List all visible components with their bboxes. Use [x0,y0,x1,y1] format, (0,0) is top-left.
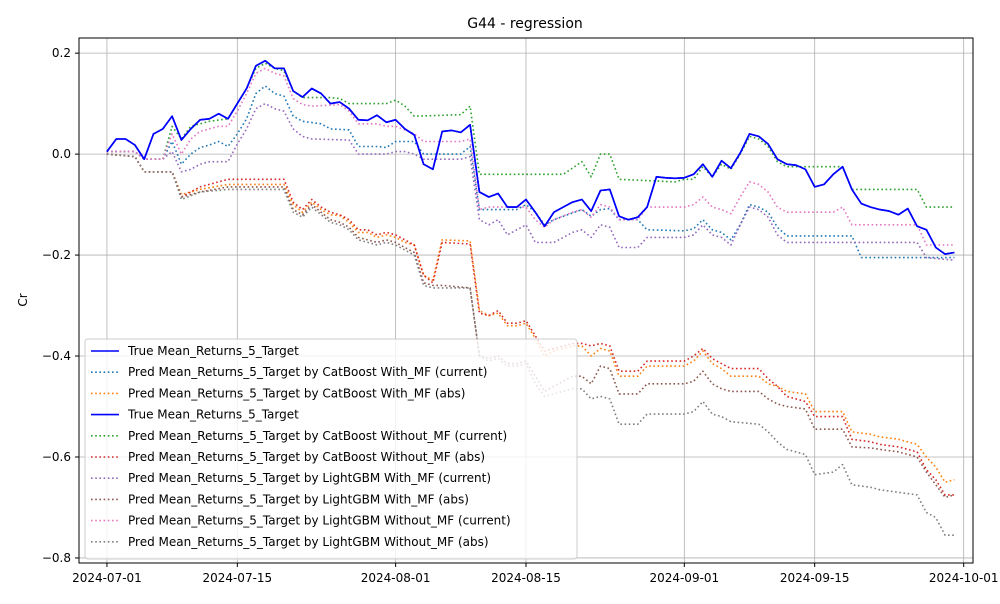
y-axis-label: Cr [16,293,30,306]
x-tick-label: 2024-08-01 [361,571,431,585]
legend-label: Pred Mean_Returns_5_Target by CatBoost W… [128,450,485,464]
chart-title: G44 - regression [467,16,583,32]
series-line-8 [106,153,955,499]
y-tick-label: −0.4 [42,349,71,363]
y-tick-label: −0.6 [42,450,71,464]
series-lines [106,59,955,537]
legend-box [84,338,578,560]
legend-label: Pred Mean_Returns_5_Target by LightGBM W… [128,535,489,549]
legend-label: Pred Mean_Returns_5_Target by LightGBM W… [128,514,511,528]
y-tick-label: −0.8 [42,551,71,565]
axis-ticks: 2024-07-01 2024-07-15 2024-08-01 2024-08-15… [42,46,999,585]
x-tick-label: 2024-07-01 [72,571,142,585]
legend-label: True Mean_Returns_5_Target [127,344,299,358]
x-tick-label: 2024-09-15 [780,571,850,585]
legend-label: True Mean_Returns_5_Target [127,408,299,422]
series-line-10 [106,153,955,537]
y-tick-label: −0.2 [42,248,71,262]
series-line-4 [106,59,955,255]
legend-label: Pred Mean_Returns_5_Target by LightGBM W… [128,492,469,506]
y-tick-label: 0.0 [52,147,71,161]
x-tick-label: 2024-07-15 [202,571,272,585]
x-tick-label: 2024-08-15 [491,571,561,585]
y-tick-label: 0.2 [52,46,71,60]
legend-label: Pred Mean_Returns_5_Target by CatBoost W… [128,365,487,379]
legend: True Mean_Returns_5_Target Pred Mean_Retu… [84,338,578,560]
legend-label: Pred Mean_Returns_5_Target by CatBoost W… [128,429,507,443]
legend-label: Pred Mean_Returns_5_Target by CatBoost W… [128,386,465,400]
series-line-7 [106,102,955,261]
legend-label: Pred Mean_Returns_5_Target by LightGBM W… [128,471,491,485]
x-tick-label: 2024-09-01 [649,571,719,585]
series-line-6 [106,153,955,496]
x-tick-label: 2024-10-01 [929,571,999,585]
